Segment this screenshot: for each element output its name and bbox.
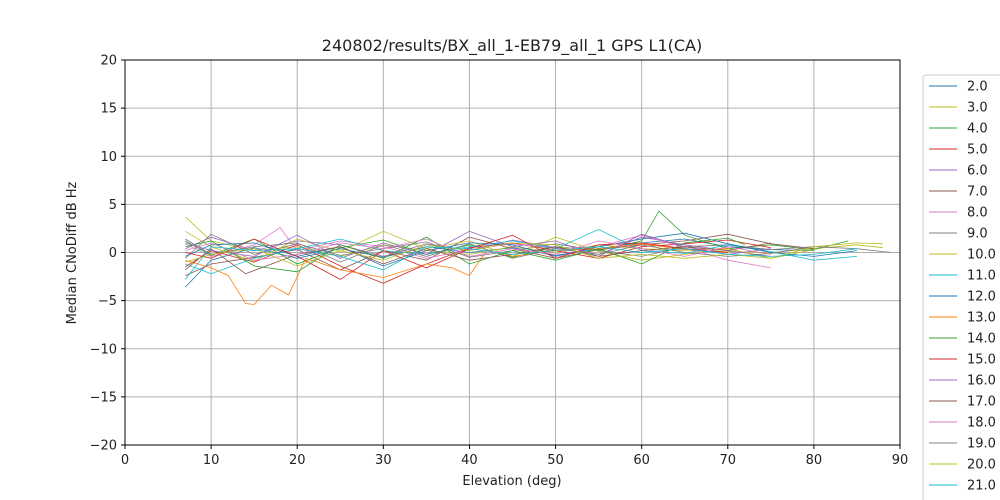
series-line-17.0 xyxy=(185,242,771,275)
legend-entry: 6.0 xyxy=(967,164,988,179)
legend-entry: 7.0 xyxy=(967,185,988,200)
x-axis-label: Elevation (deg) xyxy=(462,474,561,489)
legend-entry: 2.0 xyxy=(967,80,988,95)
legend-entry: 9.0 xyxy=(967,227,988,242)
legend-entry: 19.0 xyxy=(967,437,996,452)
legend-entry: 16.0 xyxy=(967,374,996,389)
series-line-8.0 xyxy=(185,226,771,269)
x-tick-label: 30 xyxy=(375,453,392,468)
y-axis-label: Median CNoDiff dB Hz xyxy=(65,181,80,324)
legend-entry: 15.0 xyxy=(967,353,996,368)
legend-entry: 11.0 xyxy=(967,269,996,284)
x-tick-label: 80 xyxy=(806,453,823,468)
y-tick-label: −10 xyxy=(90,342,117,357)
series-line-5.0 xyxy=(185,239,771,284)
series-line-12.0 xyxy=(185,232,857,267)
series-line-21.0 xyxy=(184,246,857,280)
y-tick-label: 10 xyxy=(100,150,117,165)
legend-entry: 12.0 xyxy=(967,290,996,305)
x-tick-label: 20 xyxy=(289,453,306,468)
legend-entry: 20.0 xyxy=(967,458,996,473)
series-line-15.0 xyxy=(185,234,728,280)
legend: 2.0 3.0 4.0 5.0 6.0 7.0 8.0 9.0 10.0 11.0 12.0 13.0… xyxy=(922,74,1000,500)
legend-entry: 5.0 xyxy=(967,143,988,158)
legend-entry: 17.0 xyxy=(967,395,996,410)
legend-entry: 18.0 xyxy=(967,416,996,431)
legend-entry: 21.0 xyxy=(967,479,996,494)
x-tick-label: 0 xyxy=(121,453,129,468)
x-tick-label: 90 xyxy=(892,453,909,468)
y-tick-label: −20 xyxy=(90,439,117,454)
y-tick-label: 15 xyxy=(100,102,117,117)
series-line-19.0 xyxy=(185,238,814,263)
x-tick-label: 10 xyxy=(203,453,220,468)
legend-entry: 8.0 xyxy=(967,206,988,221)
y-tick-label: −5 xyxy=(98,294,117,309)
legend-entry: 14.0 xyxy=(967,332,996,347)
series-line-13.0 xyxy=(185,243,728,305)
y-tick-label: 5 xyxy=(109,198,117,213)
x-tick-label: 60 xyxy=(633,453,650,468)
series-group xyxy=(184,210,892,305)
legend-entry: 3.0 xyxy=(967,101,988,116)
ticks-group: 0 10 20 30 40 50 60 70 80 90 −20 −15 −10 −5 0 5 10 15 20 xyxy=(90,54,909,469)
y-tick-label: 0 xyxy=(109,246,117,261)
legend-entry: 4.0 xyxy=(967,122,988,137)
legend-entry: 13.0 xyxy=(967,311,996,326)
x-tick-label: 40 xyxy=(461,453,478,468)
series-line-18.0 xyxy=(185,238,771,261)
y-tick-label: 20 xyxy=(100,54,117,69)
chart-title: 240802/results/BX_all_1-EB79_all_1 GPS L… xyxy=(322,36,702,56)
x-tick-label: 50 xyxy=(547,453,564,468)
y-tick-label: −15 xyxy=(90,390,117,405)
x-tick-label: 70 xyxy=(720,453,737,468)
series-line-16.0 xyxy=(185,230,771,259)
legend-frame xyxy=(922,74,1000,500)
legend-entry: 10.0 xyxy=(967,248,996,263)
grid xyxy=(124,59,901,446)
series-line-2.0 xyxy=(185,238,814,288)
